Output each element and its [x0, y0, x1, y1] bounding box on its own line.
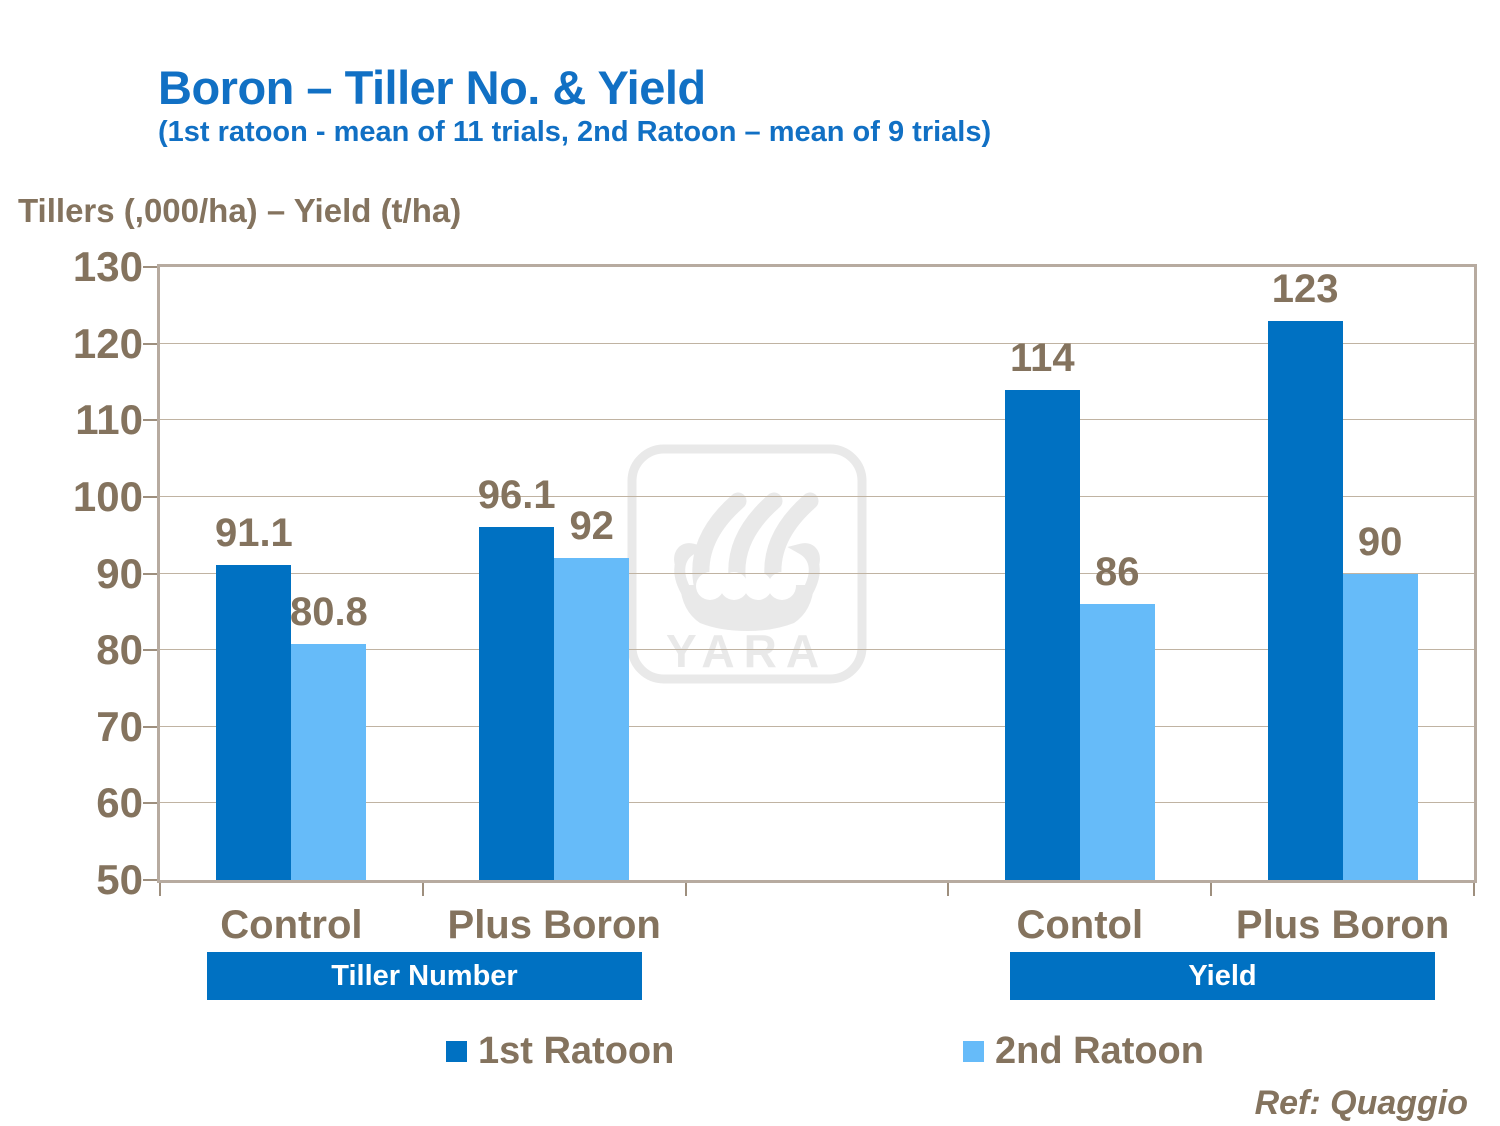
watermark-frame [627, 444, 867, 684]
gridline [160, 725, 1474, 727]
yara-watermark-logo: YARA [627, 444, 867, 684]
gridline [160, 649, 1474, 651]
y-tick-mark [143, 802, 157, 805]
bar-2nd-ratoon [554, 558, 630, 880]
y-axis-title: Tillers (,000/ha) – Yield (t/ha) [18, 192, 462, 229]
gridline [160, 342, 1474, 344]
y-tick-label: 110 [75, 396, 143, 444]
y-tick-mark [143, 266, 157, 268]
page-title: Boron – Tiller No. & Yield [158, 61, 706, 114]
y-tick-mark [143, 572, 157, 575]
gridline [160, 572, 1474, 574]
page-subtitle: (1st ratoon - mean of 11 trials, 2nd Rat… [158, 116, 992, 148]
x-tick-mark [684, 883, 687, 896]
gridline [160, 495, 1474, 497]
bar-1st-ratoon [1267, 320, 1343, 880]
y-tick-label: 70 [96, 702, 143, 750]
viking-ship-hull-icon [674, 543, 820, 631]
y-tick-mark [143, 495, 157, 498]
bar-value-label: 92 [569, 504, 614, 549]
y-tick-mark [143, 649, 157, 652]
group-band-label: Tiller Number [331, 959, 518, 992]
y-tick-label: 90 [96, 549, 143, 597]
y-tick-label: 80 [96, 626, 143, 674]
bar-1st-ratoon [216, 565, 292, 880]
bar-value-label: 90 [1357, 519, 1403, 564]
x-tick-mark [159, 883, 161, 896]
y-tick-mark [143, 725, 157, 728]
bar-value-label: 114 [1010, 335, 1075, 380]
y-tick-label: 100 [72, 472, 143, 520]
y-tick-label: 130 [72, 243, 143, 290]
bar-value-label: 91.1 [214, 511, 293, 556]
y-tick-label: 50 [96, 856, 143, 903]
bar-value-label: 80.8 [289, 589, 368, 634]
legend-item-1st-ratoon: 1st Ratoon [446, 1028, 674, 1074]
bar-value-label: 123 [1271, 266, 1339, 311]
bar-2nd-ratoon [1342, 573, 1418, 880]
reference-text: Ref: Quaggio [1254, 1084, 1468, 1122]
y-tick-label: 120 [72, 319, 143, 367]
x-tick-mark [421, 883, 424, 896]
gridline [160, 419, 1474, 421]
group-band-tiller-number: Tiller Number [207, 952, 642, 1000]
x-tick-mark [1473, 883, 1475, 896]
legend-label: 1st Ratoon [478, 1029, 675, 1072]
legend-swatch-1st-ratoon [446, 1040, 467, 1062]
x-category-label: Plus Boron [1235, 903, 1450, 947]
x-category-label: Contol [1016, 903, 1144, 947]
group-band-yield: Yield [1010, 952, 1435, 1000]
y-tick-mark [143, 342, 157, 345]
x-tick-mark [947, 883, 950, 896]
bar-value-label: 96.1 [477, 472, 556, 517]
bar-1st-ratoon [1004, 389, 1080, 880]
bar-2nd-ratoon [1079, 604, 1155, 880]
group-band-label: Yield [1188, 959, 1257, 992]
x-tick-mark [1210, 883, 1213, 896]
bar-2nd-ratoon [291, 643, 367, 880]
bar-1st-ratoon [479, 526, 555, 880]
y-tick-label: 60 [96, 779, 143, 827]
legend-swatch-2nd-ratoon [963, 1040, 984, 1062]
legend-item-2nd-ratoon: 2nd Ratoon [963, 1028, 1204, 1074]
bar-value-label: 86 [1095, 550, 1140, 595]
gridline [160, 802, 1474, 804]
y-tick-mark [143, 419, 157, 422]
watermark-wordmark: YARA [666, 625, 828, 677]
legend-label: 2nd Ratoon [995, 1029, 1204, 1072]
x-category-label: Plus Boron [447, 903, 661, 947]
x-category-label: Control [220, 903, 363, 947]
plot-area: YARA [157, 264, 1477, 883]
y-tick-mark [143, 879, 157, 881]
